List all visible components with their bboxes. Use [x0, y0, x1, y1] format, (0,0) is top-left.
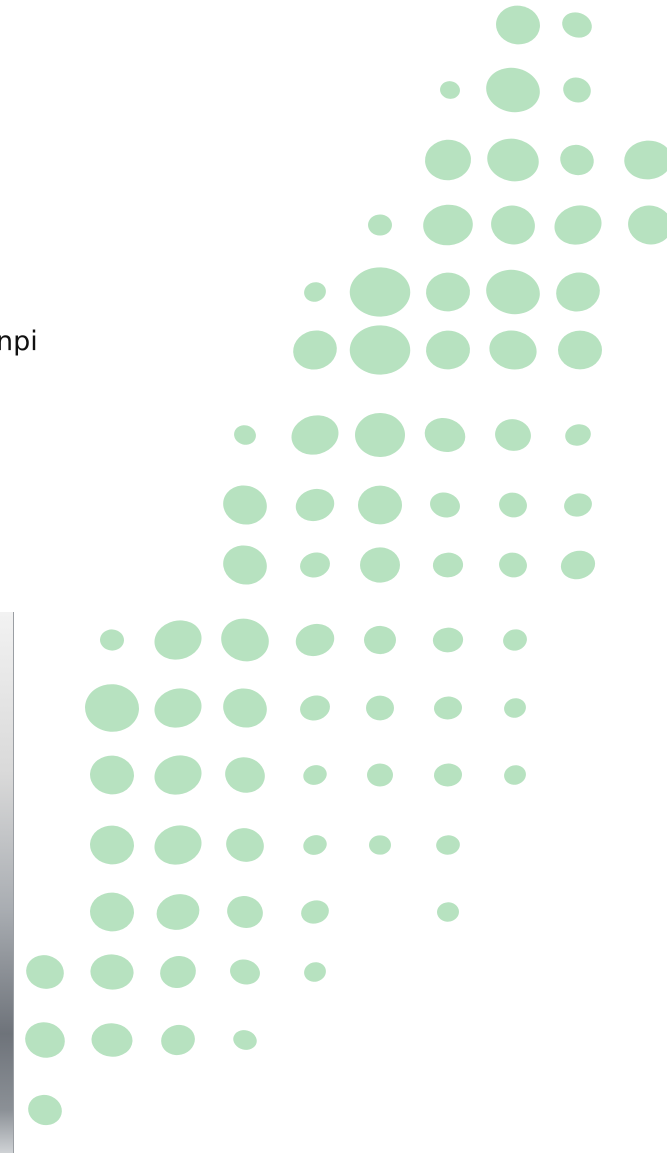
- blob: [150, 820, 205, 869]
- blob: [89, 891, 136, 933]
- blob: [367, 764, 393, 787]
- blob: [497, 550, 529, 580]
- blob: [494, 3, 542, 46]
- blob: [301, 833, 329, 858]
- blob: [298, 897, 331, 926]
- blob: [221, 753, 269, 797]
- blob: [224, 892, 267, 932]
- blob: [289, 326, 342, 375]
- blob: [558, 331, 602, 370]
- partial-text: npi: [0, 326, 38, 357]
- blob: [433, 763, 463, 788]
- blob: [560, 74, 594, 106]
- blob: [488, 202, 539, 248]
- blob: [484, 134, 543, 185]
- page: {"text": "npi"} npi (() => { const data …: [0, 0, 667, 1153]
- blob: [360, 547, 400, 582]
- blob: [502, 763, 528, 787]
- blob: [227, 956, 263, 988]
- blob: [364, 626, 396, 654]
- blob: [366, 696, 394, 721]
- blob: [22, 951, 67, 993]
- blob: [21, 1018, 69, 1062]
- blob: [369, 835, 391, 854]
- blob-pattern: [0, 0, 667, 1153]
- blob: [219, 541, 272, 590]
- blob: [90, 1022, 133, 1058]
- blob: [486, 326, 540, 373]
- blob: [482, 63, 543, 116]
- blob: [216, 613, 273, 666]
- blob: [231, 1028, 259, 1053]
- blob: [350, 325, 410, 374]
- blob: [623, 139, 667, 181]
- blob: [492, 416, 533, 454]
- blob: [625, 202, 667, 248]
- blob: [562, 491, 595, 520]
- blob: [559, 8, 596, 41]
- blob: [558, 547, 598, 583]
- blob: [158, 1021, 198, 1058]
- blob: [439, 80, 462, 101]
- blob: [497, 490, 529, 520]
- blob: [435, 835, 460, 856]
- blob: [550, 200, 605, 249]
- blob: [219, 481, 272, 530]
- blob: [83, 682, 140, 733]
- blob: [563, 422, 593, 449]
- blob: [355, 413, 405, 457]
- blob: [556, 140, 598, 179]
- blob: [302, 960, 328, 984]
- blob: [425, 329, 472, 371]
- cropped-image: [0, 612, 14, 1153]
- blob: [301, 763, 329, 788]
- blob: [297, 692, 333, 724]
- blob: [157, 952, 200, 991]
- blob: [297, 549, 333, 581]
- blob: [368, 214, 392, 235]
- blob: [552, 268, 604, 316]
- blob: [150, 750, 205, 799]
- blob: [99, 629, 124, 652]
- blob: [425, 271, 472, 313]
- blob: [436, 902, 459, 923]
- blob: [150, 615, 205, 664]
- blob: [433, 696, 463, 721]
- blob: [358, 486, 402, 525]
- blob: [292, 485, 338, 526]
- blob: [421, 414, 469, 457]
- blob: [25, 1091, 66, 1129]
- blob: [89, 953, 135, 991]
- blob: [432, 627, 464, 654]
- blob: [153, 890, 203, 935]
- blob: [232, 423, 258, 447]
- blob: [89, 754, 136, 796]
- blob: [150, 683, 205, 732]
- blob: [222, 824, 267, 866]
- blob: [287, 410, 343, 460]
- blob: [89, 824, 136, 866]
- blob: [432, 552, 464, 579]
- blob: [501, 627, 530, 654]
- blob: [302, 280, 328, 304]
- blob: [422, 203, 474, 247]
- blob: [219, 684, 272, 733]
- blob: [502, 696, 528, 720]
- blob: [427, 489, 463, 521]
- blob: [482, 265, 543, 318]
- blob: [350, 267, 410, 316]
- blob: [424, 138, 473, 182]
- blob: [292, 620, 338, 661]
